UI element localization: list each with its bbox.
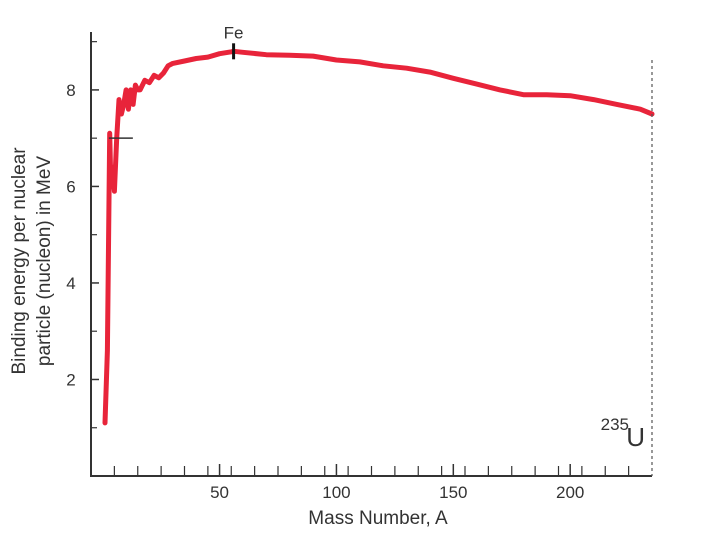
axis-titles: Mass Number, A Binding energy per nuclea… [9, 147, 448, 529]
uranium-symbol-label: U [626, 422, 645, 452]
y-tick-label: 6 [66, 177, 75, 196]
axis-ticks [91, 41, 630, 476]
iron-fe-label: Fe [224, 23, 244, 42]
y-tick-label: 8 [66, 81, 75, 100]
binding-energy-curve [102, 48, 655, 426]
tick-labels: 50 100 150 200 2 4 6 8 [66, 81, 584, 502]
series-layer [102, 48, 655, 426]
x-tick-label: 200 [556, 483, 584, 502]
x-tick-label: 100 [322, 483, 350, 502]
x-tick-label: 50 [210, 483, 229, 502]
x-tick-label: 150 [439, 483, 467, 502]
plot-frame [90, 32, 652, 477]
y-axis-title-line-1: Binding energy per nuclear [9, 147, 30, 375]
annotation-layer: 235 U Fe [108, 23, 653, 476]
y-tick-label: 4 [66, 274, 75, 293]
y-tick-label: 2 [66, 370, 75, 389]
uranium-mass-number-label: 235 [601, 415, 629, 434]
x-axis-title: Mass Number, A [308, 508, 448, 529]
y-axis-title-line-2: particle (nucleon) in MeV [34, 156, 55, 366]
